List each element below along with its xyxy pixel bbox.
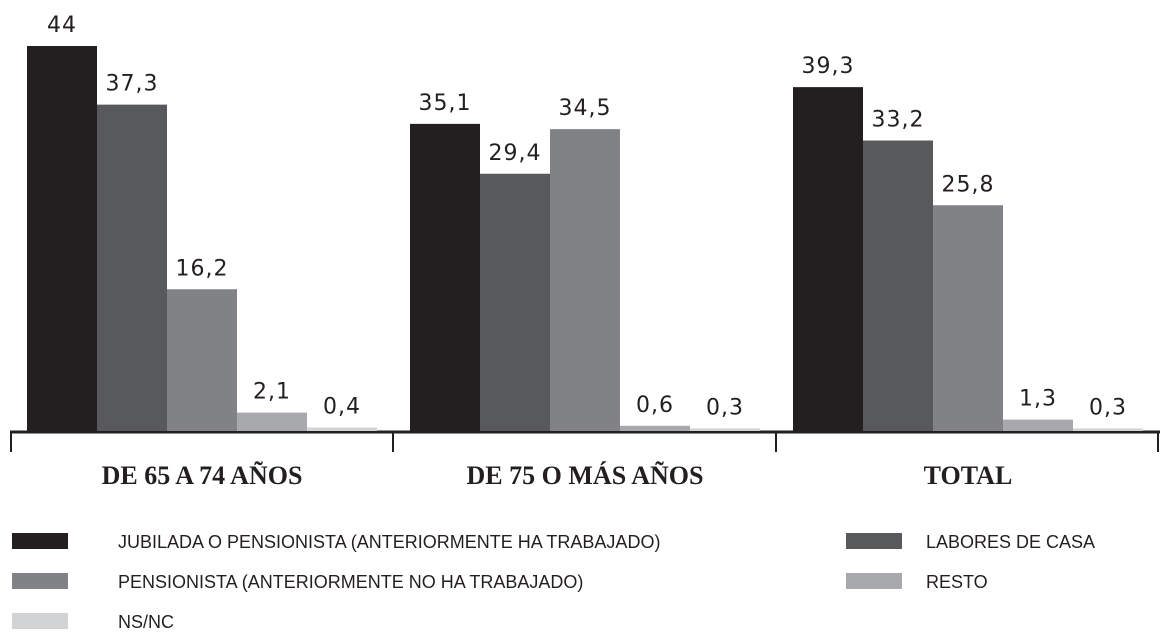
- value-label: 33,2: [872, 108, 925, 133]
- value-label: 37,3: [106, 72, 159, 97]
- legend-label: PENSIONISTA (ANTERIORMENTE NO HA TRABAJA…: [118, 572, 583, 592]
- legend-swatch: [846, 533, 902, 549]
- bar: [167, 289, 237, 431]
- legend-swatch: [12, 573, 68, 589]
- legend-label: NS/NC: [118, 612, 174, 632]
- bar: [1073, 428, 1143, 431]
- x-tick-label: DE 65 A 74 AÑOS: [102, 461, 303, 490]
- value-label: 39,3: [802, 54, 855, 79]
- value-label: 34,5: [559, 96, 612, 121]
- bar: [550, 129, 620, 431]
- value-label: 0,3: [706, 395, 744, 420]
- bar: [933, 205, 1003, 431]
- value-label: 0,3: [1089, 395, 1127, 420]
- bar: [690, 428, 760, 431]
- value-label: 0,6: [636, 393, 674, 418]
- value-label: 44: [47, 13, 77, 38]
- value-label: 16,2: [176, 256, 229, 281]
- value-label: 29,4: [489, 141, 542, 166]
- bar: [620, 425, 690, 431]
- bar: [307, 427, 377, 431]
- bar: [480, 173, 550, 431]
- value-label: 25,8: [942, 172, 995, 197]
- x-tick-label: TOTAL: [924, 461, 1013, 490]
- legend-swatch: [846, 573, 902, 589]
- x-tick-label: DE 75 O MÁS AÑOS: [467, 461, 704, 490]
- value-label: 35,1: [419, 91, 472, 116]
- value-label: 0,4: [323, 395, 361, 420]
- legend-label: LABORES DE CASA: [926, 532, 1095, 552]
- bar: [793, 87, 863, 431]
- value-label: 2,1: [253, 380, 291, 405]
- legend-label: RESTO: [926, 572, 988, 592]
- bar: [237, 412, 307, 431]
- bar: [410, 123, 480, 431]
- legend-swatch: [12, 533, 68, 549]
- legend-label: JUBILADA O PENSIONISTA (ANTERIORMENTE HA…: [118, 532, 660, 552]
- bar: [1003, 419, 1073, 431]
- bar: [27, 46, 97, 431]
- legend-swatch: [12, 613, 68, 629]
- bar: [97, 104, 167, 431]
- value-label: 1,3: [1019, 387, 1057, 412]
- bar: [863, 140, 933, 431]
